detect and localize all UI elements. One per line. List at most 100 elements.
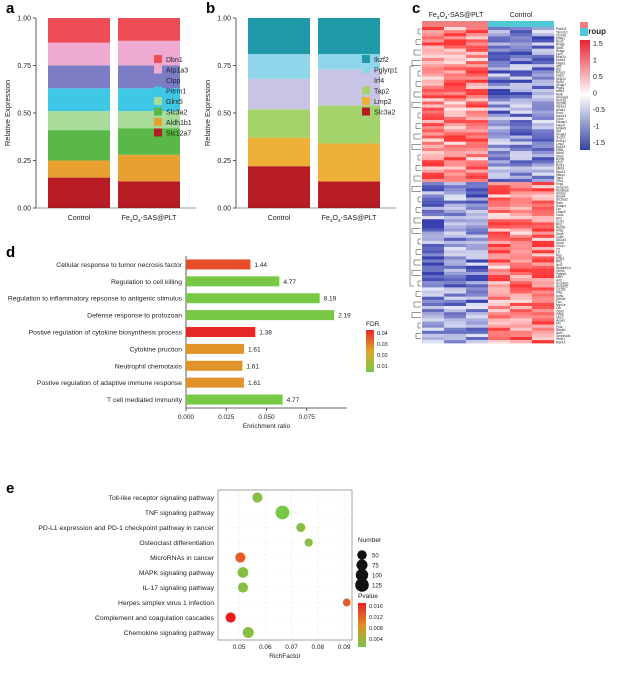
- panel-d-category-label: Neutrophil chemotaxis: [115, 363, 183, 370]
- panel-d-bar: [186, 394, 283, 405]
- heatmap-dendrogram-branch: [415, 123, 421, 129]
- heatmap-cell: [444, 45, 467, 49]
- heatmap-cell: [422, 225, 445, 229]
- heatmap-gene-label: Ikzf2: [556, 331, 563, 335]
- heatmap-cell: [466, 126, 489, 130]
- heatmap-cell: [444, 302, 467, 307]
- heatmap-gene-label: Rpl8: [556, 92, 563, 96]
- panel-b-legend-label: Ikzf2: [374, 57, 389, 64]
- panel-e-category-label: Osteoclast differentiation: [139, 540, 214, 547]
- heatmap-scale-tick: -0.5: [593, 107, 605, 114]
- heatmap-cell: [488, 54, 511, 59]
- heatmap-dendrogram-branch: [415, 249, 421, 255]
- heatmap-cell: [488, 82, 511, 87]
- panel-d-legend-scale: [366, 330, 374, 372]
- heatmap-cell: [422, 327, 445, 331]
- heatmap-gene-label: Gusb: [556, 241, 564, 245]
- heatmap-gene-label: Rab6b: [556, 328, 566, 332]
- heatmap-cell: [488, 141, 511, 145]
- heatmap-cell: [532, 141, 555, 145]
- heatmap-gene-label: Atp1a3: [556, 114, 566, 118]
- heatmap-cell: [532, 45, 555, 49]
- heatmap-gene-label: Mrpl49: [556, 126, 566, 130]
- heatmap-cell: [444, 231, 467, 235]
- heatmap-gene-label: Irf4: [556, 130, 561, 134]
- heatmap-cell: [488, 42, 511, 46]
- heatmap-cell: [444, 85, 467, 90]
- heatmap-cell: [532, 73, 555, 77]
- heatmap-cell: [488, 247, 511, 251]
- heatmap-cell: [532, 256, 555, 260]
- heatmap-cell: [422, 30, 445, 34]
- panel-b-legend-swatch: [362, 55, 370, 63]
- heatmap-cell: [510, 337, 533, 341]
- panel-a-ytick-label: 0.25: [17, 158, 31, 165]
- heatmap-cell: [422, 175, 445, 180]
- panel-a-bar-segment-aldh1b1: [48, 160, 110, 178]
- heatmap-cell: [488, 240, 511, 245]
- heatmap-dendrogram-branch: [417, 28, 421, 35]
- heatmap-cell: [510, 166, 533, 170]
- heatmap-cell: [466, 58, 489, 62]
- heatmap-cell: [532, 293, 555, 297]
- heatmap-cell: [532, 116, 555, 121]
- panel-b-bar-segment-ikzf2: [318, 18, 380, 55]
- heatmap-cell: [488, 250, 511, 254]
- heatmap-cell: [466, 271, 489, 276]
- heatmap-cell: [532, 216, 555, 220]
- panel-e-size-legend-dot: [357, 550, 367, 560]
- heatmap-cell: [466, 284, 489, 288]
- panel-b-legend-label: Tap2: [374, 89, 389, 96]
- heatmap-cell: [444, 234, 467, 238]
- heatmap-gene-label: Marco: [556, 173, 565, 177]
- heatmap-gene-label: Ppia: [556, 325, 563, 329]
- heatmap-gene-label: Lyz2: [556, 52, 563, 56]
- heatmap-dendrogram-branch: [417, 154, 421, 161]
- heatmap-gene-label: Atf2: [556, 64, 562, 68]
- heatmap-cell: [444, 278, 467, 282]
- heatmap-gene-label: Apoa1: [556, 319, 565, 323]
- heatmap-dendrogram-branch: [413, 217, 421, 224]
- heatmap-cell: [510, 120, 533, 124]
- heatmap-cell: [510, 147, 533, 152]
- heatmap-gene-label: Rala: [556, 201, 563, 205]
- heatmap-dendrogram-branch: [417, 322, 421, 329]
- panel-a-bar-segment-slc3a2: [48, 130, 110, 161]
- heatmap-gene-label: Cd163: [556, 288, 566, 292]
- heatmap-cell: [444, 110, 467, 114]
- panel-a-legend-swatch: [154, 86, 162, 95]
- heatmap-cell: [488, 27, 511, 31]
- heatmap-gene-label: Dap3: [556, 74, 564, 78]
- heatmap-cell: [510, 203, 533, 207]
- heatmap-cell: [466, 107, 489, 111]
- heatmap-cell: [532, 253, 555, 257]
- heatmap-gene-label: Cpox: [556, 117, 564, 121]
- heatmap-cell: [422, 132, 445, 136]
- panel-d-bar-label: 1.61: [246, 363, 259, 370]
- heatmap-cell: [488, 113, 511, 118]
- panel-d-category-label: Cytokine pruction: [129, 346, 182, 353]
- heatmap-cell: [510, 89, 533, 93]
- heatmap-cell: [444, 51, 467, 56]
- heatmap-cell: [488, 206, 511, 211]
- panel-a-bar-segment-glrx5: [48, 111, 110, 131]
- heatmap-scale-tick: 0: [593, 91, 597, 98]
- heatmap-cell: [422, 200, 445, 204]
- heatmap-cell: [532, 132, 555, 136]
- heatmap-cell: [488, 293, 511, 297]
- heatmap-cell: [422, 318, 445, 322]
- heatmap-cell: [510, 95, 533, 99]
- heatmap-cell: [510, 126, 533, 130]
- heatmap-gene-label: Cybb: [556, 235, 564, 239]
- heatmap-cell: [532, 337, 555, 341]
- panel-a-category-label: Fe3O4-SAS@PLT: [122, 215, 178, 224]
- heatmap-cell: [510, 284, 533, 288]
- heatmap-dendrogram-branch: [415, 207, 421, 213]
- heatmap-gene-label: Serpinf2: [556, 285, 568, 289]
- heatmap-cell: [488, 85, 511, 90]
- heatmap-cell: [488, 197, 511, 201]
- heatmap-cell: [444, 225, 467, 229]
- heatmap-cell: [532, 191, 555, 195]
- heatmap-cell: [488, 123, 511, 127]
- heatmap-cell: [510, 321, 533, 325]
